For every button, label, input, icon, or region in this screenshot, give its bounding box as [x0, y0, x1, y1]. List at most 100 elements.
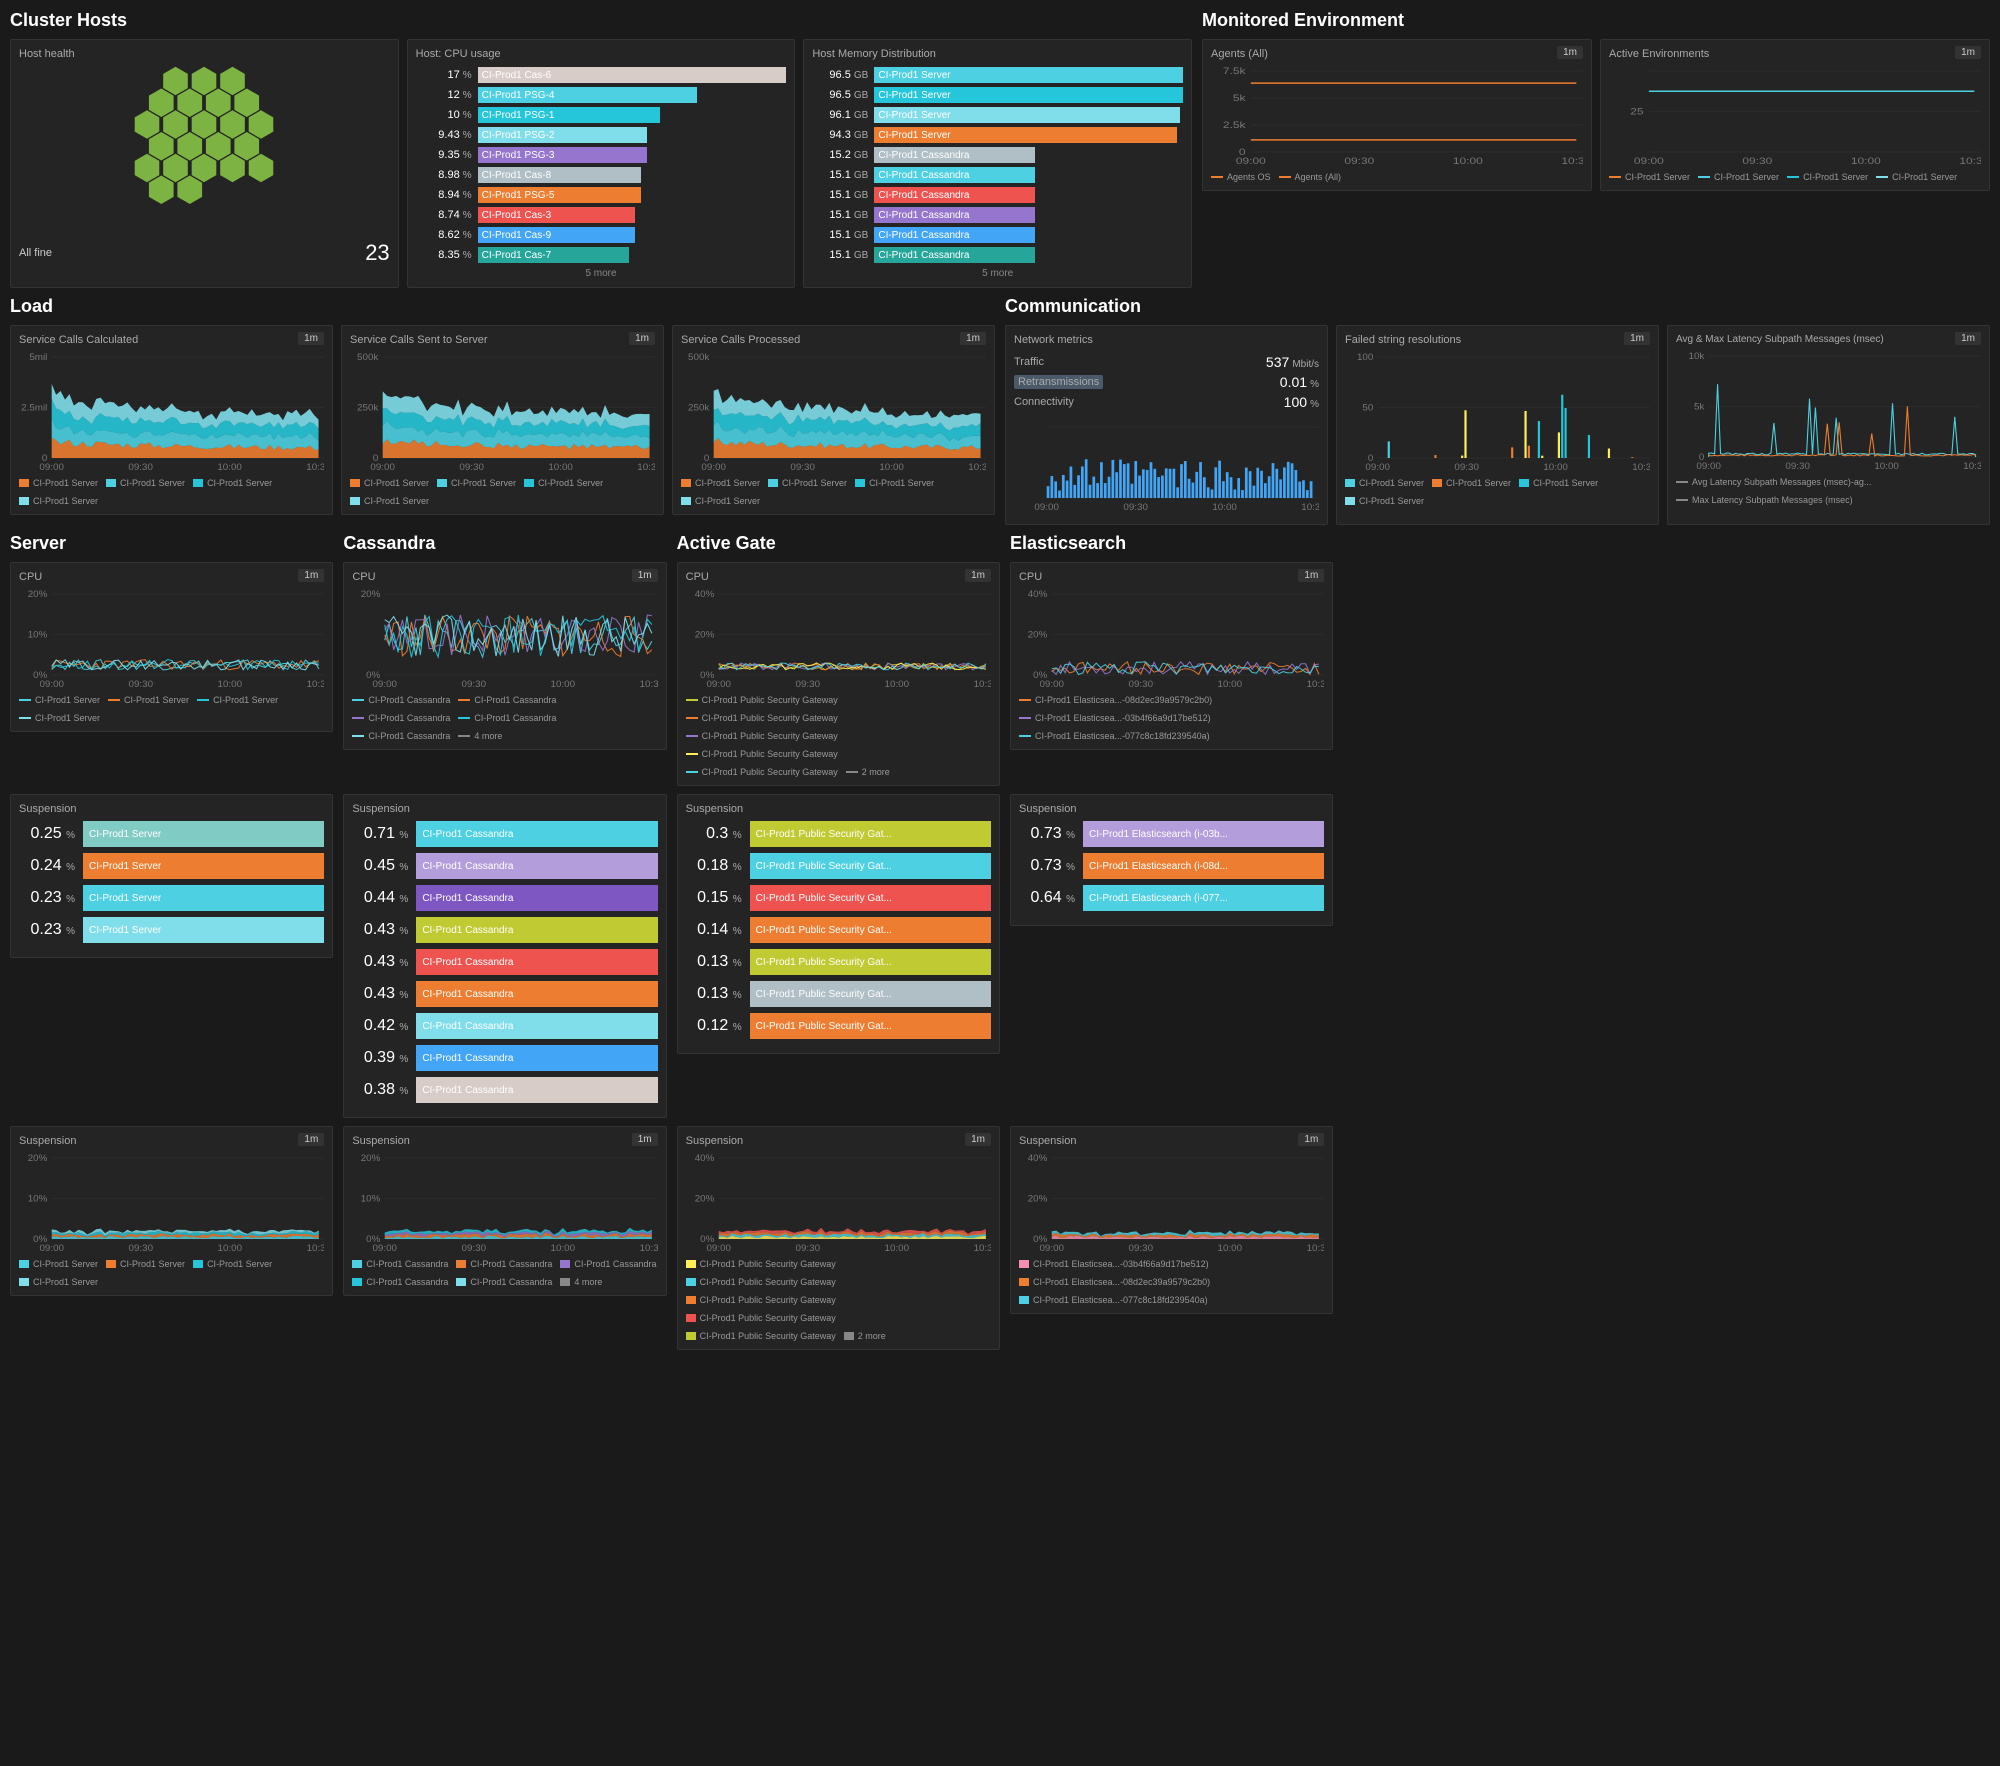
- bar-row[interactable]: 9.35 % CI-Prod1 PSG-3: [416, 146, 787, 164]
- legend-item[interactable]: CI-Prod1 Server: [193, 478, 272, 488]
- legend-item[interactable]: CI-Prod1 Server: [108, 695, 189, 705]
- suspension-row[interactable]: 0.45 % CI-Prod1 Cassandra: [352, 853, 657, 879]
- legend-item[interactable]: CI-Prod1 Public Security Gateway: [686, 1331, 836, 1341]
- legend-item[interactable]: CI-Prod1 Server: [19, 478, 98, 488]
- hex-node[interactable]: [164, 110, 189, 139]
- legend-item[interactable]: CI-Prod1 Server: [350, 496, 429, 506]
- legend-item[interactable]: CI-Prod1 Cassandra: [352, 695, 450, 705]
- suspension-row[interactable]: 0.39 % CI-Prod1 Cassandra: [352, 1045, 657, 1071]
- legend-item[interactable]: CI-Prod1 Cassandra: [352, 731, 450, 741]
- panel-load-1[interactable]: Service Calls Sent to Server 1m 0250k500…: [341, 325, 664, 515]
- suspension-row[interactable]: 0.14 % CI-Prod1 Public Security Gat...: [686, 917, 991, 943]
- legend-item[interactable]: CI-Prod1 Elasticsea...-08d2ec39a9579c2b0…: [1019, 695, 1212, 705]
- bar-row[interactable]: 94.3 GB CI-Prod1 Server: [812, 126, 1183, 144]
- bar-row[interactable]: 96.5 GB CI-Prod1 Server: [812, 66, 1183, 84]
- hex-node[interactable]: [149, 89, 174, 118]
- bar-row[interactable]: 15.1 GB CI-Prod1 Cassandra: [812, 226, 1183, 244]
- legend-item[interactable]: CI-Prod1 Elasticsea...-08d2ec39a9579c2b0…: [1019, 1277, 1210, 1287]
- panel-susp-activegate[interactable]: Suspension 0.3 % CI-Prod1 Public Securit…: [677, 794, 1000, 1054]
- legend-item[interactable]: CI-Prod1 Server: [1345, 478, 1424, 488]
- legend-item[interactable]: CI-Prod1 Server: [106, 478, 185, 488]
- hex-node[interactable]: [135, 110, 160, 139]
- legend-item[interactable]: CI-Prod1 Server: [19, 1277, 98, 1287]
- more-link[interactable]: 4 more: [560, 1277, 602, 1287]
- legend-item[interactable]: CI-Prod1 Server: [1698, 172, 1779, 182]
- refresh-badge[interactable]: 1m: [298, 332, 324, 345]
- more-link[interactable]: 4 more: [458, 731, 502, 741]
- bar-row[interactable]: 15.1 GB CI-Prod1 Cassandra: [812, 206, 1183, 224]
- panel-suspchart-activegate[interactable]: Suspension 1m 0%20%40%09:0009:3010:0010:…: [677, 1126, 1000, 1350]
- panel-load-0[interactable]: Service Calls Calculated 1m 02.5mil5mil0…: [10, 325, 333, 515]
- hex-node[interactable]: [192, 67, 217, 96]
- panel-host-health[interactable]: Host health All fine 23: [10, 39, 399, 288]
- suspension-row[interactable]: 0.24 % CI-Prod1 Server: [19, 853, 324, 879]
- hex-node[interactable]: [221, 110, 246, 139]
- refresh-badge[interactable]: 1m: [298, 569, 324, 582]
- legend-item[interactable]: CI-Prod1 Server: [1876, 172, 1957, 182]
- suspension-row[interactable]: 0.15 % CI-Prod1 Public Security Gat...: [686, 885, 991, 911]
- bar-row[interactable]: 10 % CI-Prod1 PSG-1: [416, 106, 787, 124]
- legend-item[interactable]: CI-Prod1 Public Security Gateway: [686, 731, 838, 741]
- legend-item[interactable]: CI-Prod1 Elasticsea...-077c8c18fd239540a…: [1019, 731, 1210, 741]
- suspension-row[interactable]: 0.13 % CI-Prod1 Public Security Gat...: [686, 981, 991, 1007]
- legend-item[interactable]: CI-Prod1 Cassandra: [458, 695, 556, 705]
- suspension-row[interactable]: 0.43 % CI-Prod1 Cassandra: [352, 917, 657, 943]
- legend-item[interactable]: Agents (All): [1279, 172, 1342, 182]
- suspension-row[interactable]: 0.64 % CI-Prod1 Elasticsearch (i-077...: [1019, 885, 1324, 911]
- panel-network[interactable]: Network metrics Traffic 537 Mbit/s Retra…: [1005, 325, 1328, 525]
- legend-item[interactable]: CI-Prod1 Server: [197, 695, 278, 705]
- refresh-badge[interactable]: 1m: [632, 1133, 658, 1146]
- legend-item[interactable]: CI-Prod1 Server: [19, 496, 98, 506]
- suspension-row[interactable]: 0.44 % CI-Prod1 Cassandra: [352, 885, 657, 911]
- legend-item[interactable]: CI-Prod1 Server: [193, 1259, 272, 1269]
- legend-item[interactable]: CI-Prod1 Public Security Gateway: [686, 1295, 836, 1305]
- panel-mem-dist[interactable]: Host Memory Distribution 96.5 GB CI-Prod…: [803, 39, 1192, 288]
- legend-item[interactable]: Agents OS: [1211, 172, 1271, 182]
- more-link[interactable]: 5 more: [416, 268, 787, 279]
- refresh-badge[interactable]: 1m: [629, 332, 655, 345]
- panel-cpu-elasticsearch[interactable]: CPU 1m 0%20%40%09:0009:3010:0010:30 CI-P…: [1010, 562, 1333, 750]
- hex-node[interactable]: [206, 132, 231, 161]
- bar-row[interactable]: 15.1 GB CI-Prod1 Cassandra: [812, 166, 1183, 184]
- panel-cpu-activegate[interactable]: CPU 1m 0%20%40%09:0009:3010:0010:30 CI-P…: [677, 562, 1000, 786]
- panel-susp-elasticsearch[interactable]: Suspension 0.73 % CI-Prod1 Elasticsearch…: [1010, 794, 1333, 926]
- legend-item[interactable]: CI-Prod1 Cassandra: [560, 1259, 656, 1269]
- panel-load-2[interactable]: Service Calls Processed 1m 0250k500k09:0…: [672, 325, 995, 515]
- refresh-badge[interactable]: 1m: [965, 569, 991, 582]
- panel-susp-server[interactable]: Suspension 0.25 % CI-Prod1 Server 0.24 %…: [10, 794, 333, 958]
- legend-item[interactable]: CI-Prod1 Elasticsea...-03b4f66a9d17be512…: [1019, 1259, 1209, 1269]
- panel-cpu-usage[interactable]: Host: CPU usage 17 % CI-Prod1 Cas-6 12 %…: [407, 39, 796, 288]
- panel-failed-str[interactable]: Failed string resolutions 1m 05010009:00…: [1336, 325, 1659, 525]
- suspension-row[interactable]: 0.38 % CI-Prod1 Cassandra: [352, 1077, 657, 1103]
- suspension-row[interactable]: 0.12 % CI-Prod1 Public Security Gat...: [686, 1013, 991, 1039]
- refresh-badge[interactable]: 1m: [298, 1133, 324, 1146]
- legend-item[interactable]: Avg Latency Subpath Messages (msec)-ag..…: [1676, 477, 1871, 487]
- hex-node[interactable]: [149, 176, 174, 205]
- legend-item[interactable]: CI-Prod1 Public Security Gateway: [686, 1313, 836, 1323]
- hex-node[interactable]: [192, 154, 217, 183]
- legend-item[interactable]: CI-Prod1 Cassandra: [456, 1277, 552, 1287]
- more-link[interactable]: 2 more: [844, 1331, 886, 1341]
- legend-item[interactable]: CI-Prod1 Cassandra: [352, 1259, 448, 1269]
- legend-item[interactable]: CI-Prod1 Server: [437, 478, 516, 488]
- bar-row[interactable]: 8.62 % CI-Prod1 Cas-9: [416, 226, 787, 244]
- hex-node[interactable]: [178, 176, 203, 205]
- bar-row[interactable]: 8.74 % CI-Prod1 Cas-3: [416, 206, 787, 224]
- legend-item[interactable]: CI-Prod1 Server: [1432, 478, 1511, 488]
- hex-node[interactable]: [221, 67, 246, 96]
- legend-item[interactable]: CI-Prod1 Server: [681, 478, 760, 488]
- hex-node[interactable]: [178, 132, 203, 161]
- legend-item[interactable]: CI-Prod1 Server: [350, 478, 429, 488]
- legend-item[interactable]: CI-Prod1 Server: [1345, 496, 1424, 506]
- more-link[interactable]: 5 more: [812, 268, 1183, 279]
- refresh-badge[interactable]: 1m: [960, 332, 986, 345]
- legend-item[interactable]: CI-Prod1 Cassandra: [456, 1259, 552, 1269]
- hex-node[interactable]: [249, 154, 274, 183]
- legend-item[interactable]: CI-Prod1 Server: [1519, 478, 1598, 488]
- legend-item[interactable]: CI-Prod1 Public Security Gateway: [686, 1259, 836, 1269]
- legend-item[interactable]: CI-Prod1 Public Security Gateway: [686, 767, 838, 777]
- legend-item[interactable]: CI-Prod1 Server: [19, 1259, 98, 1269]
- legend-item[interactable]: CI-Prod1 Server: [524, 478, 603, 488]
- refresh-badge[interactable]: 1m: [1955, 332, 1981, 345]
- legend-item[interactable]: CI-Prod1 Elasticsea...-077c8c18fd239540a…: [1019, 1295, 1208, 1305]
